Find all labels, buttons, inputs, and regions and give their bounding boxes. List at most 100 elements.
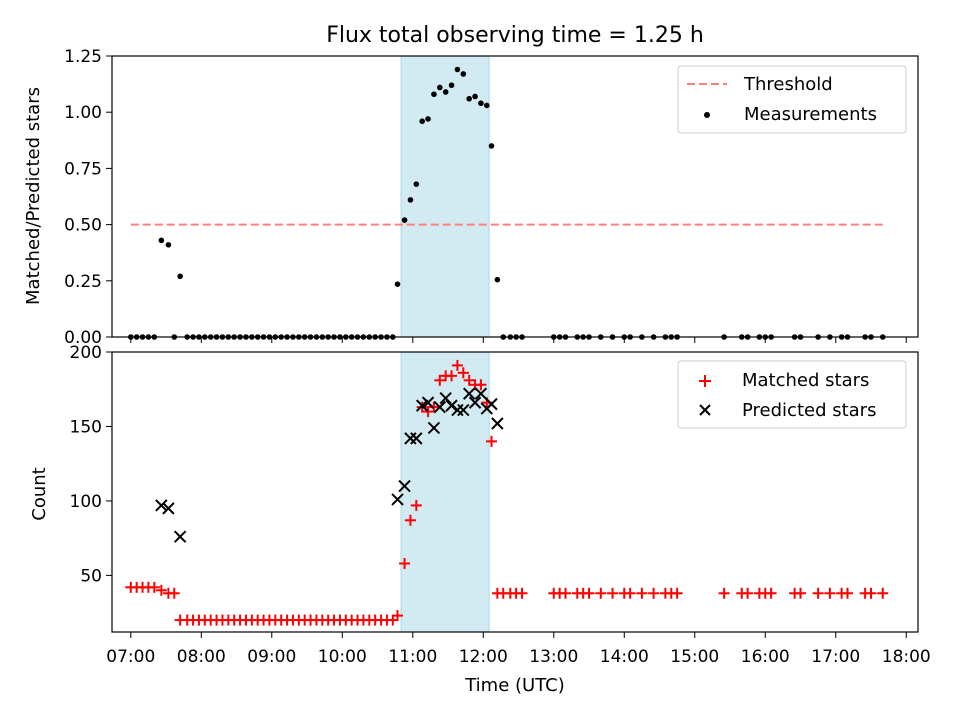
predicted-stars-point-4	[398, 479, 411, 493]
matched-stars-point-69	[560, 587, 572, 599]
top-y-tick-label-5: 1.25	[64, 47, 102, 67]
measurements-point-52	[437, 84, 443, 91]
predicted-stars-point-19	[485, 397, 498, 411]
predicted-stars-point-15	[462, 387, 476, 400]
bottom-y-axis-label: Count	[29, 467, 50, 520]
legend-matched-swatch	[699, 375, 711, 387]
matched-stars-point-96	[877, 587, 889, 599]
measurements-point-54	[448, 82, 455, 89]
matched-stars-point-78	[648, 587, 660, 599]
measurements-point-46	[401, 217, 408, 223]
bottom-panel: 50 100 150 200 07:00 08:00 09:00 10:00 11:00 12:…	[29, 343, 931, 696]
predicted-stars-point-2	[173, 530, 187, 543]
bot-x-tick-label-2: 09:00	[247, 647, 296, 667]
matched-stars-point-66	[516, 587, 528, 599]
predicted-stars-point-3	[391, 493, 404, 506]
matched-stars-point-7	[168, 587, 180, 599]
bot-x-tick-label-8: 15:00	[670, 647, 719, 667]
bot-y-tick-label-1: 100	[70, 492, 102, 512]
bottom-legend: Matched stars Predicted stars	[677, 360, 907, 429]
measurements-point-51	[431, 91, 437, 98]
predicted-stars-point-1	[162, 502, 175, 515]
measurements-point-57	[466, 95, 472, 102]
matched-stars-point-52	[434, 374, 446, 386]
predicted-stars-point-20	[491, 417, 504, 430]
top-y-tick-label-3: 0.75	[64, 159, 102, 179]
legend-predicted-swatch	[699, 404, 711, 416]
predicted-stars-point-13	[451, 403, 464, 417]
matched-stars-point-61	[486, 435, 498, 447]
measurements-point-5	[158, 237, 165, 244]
matched-stars-point-91	[824, 587, 836, 599]
matched-stars-point-76	[624, 587, 636, 599]
bot-x-tick-label-6: 13:00	[529, 647, 578, 667]
measurements-point-53	[442, 89, 449, 95]
predicted-stars-point-8	[421, 396, 435, 409]
legend-measurements-label: Measurements	[744, 104, 877, 125]
matched-stars-point-87	[765, 587, 777, 599]
matched-stars-point-54	[446, 370, 458, 382]
matched-stars-point-82	[718, 587, 730, 599]
bot-y-tick-label-0: 50	[80, 566, 102, 586]
matched-stars-point-47	[404, 514, 416, 526]
bot-x-tick-label-9: 16:00	[741, 647, 790, 667]
figure-title: Flux total observing time = 1.25 h	[326, 23, 704, 48]
measurements-point-47	[407, 197, 414, 203]
matched-stars-point-4	[148, 581, 160, 593]
top-y-tick-label-1: 0.25	[64, 272, 102, 292]
bot-x-tick-label-3: 10:00	[318, 647, 367, 667]
measurements-point-48	[413, 181, 420, 187]
top-y-tick-label-0: 0.00	[64, 328, 102, 348]
matched-stars-point-84	[742, 587, 754, 599]
legend-threshold-label: Threshold	[743, 74, 833, 95]
bot-x-tick-label-0: 07:00	[106, 647, 155, 667]
matched-stars-point-90	[812, 587, 824, 599]
measurements-point-62	[494, 276, 501, 283]
bot-highlight-band	[400, 351, 490, 633]
matched-stars-point-45	[392, 610, 404, 622]
predicted-stars-point-10	[433, 400, 447, 414]
predicted-stars-point-9	[427, 421, 441, 435]
bot-y-tick-label-2: 150	[70, 417, 102, 437]
measurements-point-59	[478, 100, 484, 107]
predicted-stars-point-16	[468, 396, 482, 409]
predicted-stars-point-0	[155, 499, 168, 512]
top-panel-frame	[111, 55, 919, 338]
matched-stars-point-81	[671, 587, 683, 599]
measurements-point-6	[165, 242, 172, 248]
bot-x-tick-label-10: 17:00	[811, 647, 860, 667]
matched-stars-point-48	[410, 499, 422, 511]
matched-stars-point-72	[583, 587, 595, 599]
matched-stars-point-5	[155, 584, 167, 596]
bot-y-tick-label-3: 200	[70, 343, 102, 363]
matched-stars-point-77	[636, 587, 648, 599]
matched-stars-point-50	[422, 406, 434, 418]
bot-x-tick-label-5: 12:00	[459, 647, 508, 667]
measurements-point-56	[460, 71, 467, 77]
bot-x-tick-label-4: 11:00	[388, 647, 437, 667]
matched-stars-point-95	[865, 587, 877, 599]
measurements-point-50	[425, 116, 431, 122]
top-y-tick-label-2: 0.50	[64, 216, 102, 236]
legend-measurements-swatch	[704, 112, 710, 118]
legend-predicted-label: Predicted stars	[742, 400, 876, 421]
bot-x-tick-label-1: 08:00	[177, 647, 226, 667]
measurements-point-58	[472, 93, 478, 100]
matched-stars-point-55	[451, 359, 463, 371]
legend-matched-label: Matched stars	[742, 370, 869, 391]
predicted-stars-point-6	[410, 432, 423, 445]
top-y-axis-label: Matched/Predicted stars	[23, 87, 44, 305]
matched-stars-point-56	[457, 367, 469, 379]
bottom-panel-frame	[111, 351, 919, 633]
matched-stars-point-46	[399, 557, 411, 569]
x-axis-label: Time (UTC)	[464, 675, 565, 696]
bot-x-tick-label-11: 18:00	[882, 647, 931, 667]
measurements-point-49	[419, 118, 425, 124]
top-y-tick-label-4: 1.00	[64, 103, 102, 123]
matched-stars-point-89	[795, 587, 807, 599]
predicted-stars-point-17	[474, 387, 488, 400]
top-panel: 0.00 0.25 0.50 0.75 1.00 1.25 Matched/Predict…	[23, 47, 919, 348]
matched-stars-point-74	[607, 587, 619, 599]
matched-stars-point-93	[842, 587, 854, 599]
